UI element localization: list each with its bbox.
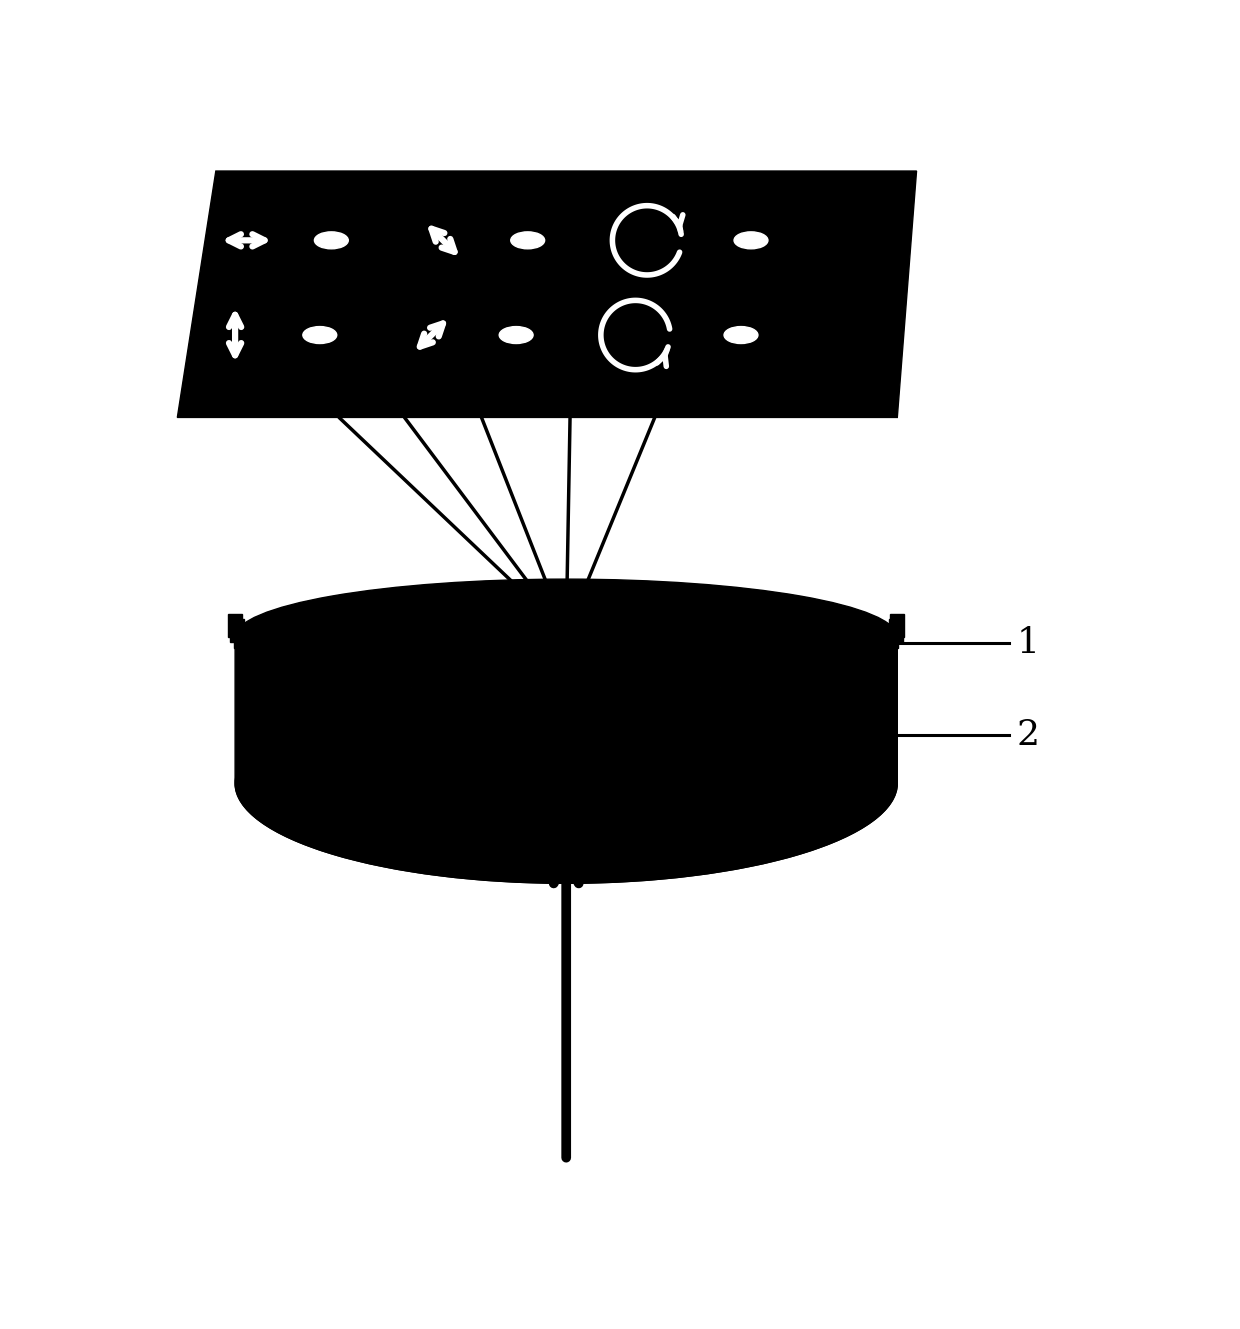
Bar bbox=[451, 668, 465, 691]
Bar bbox=[890, 614, 904, 637]
Bar bbox=[481, 670, 495, 692]
Ellipse shape bbox=[500, 327, 533, 343]
Bar bbox=[889, 619, 903, 642]
Bar bbox=[320, 654, 334, 676]
Bar bbox=[543, 671, 557, 695]
Bar bbox=[234, 625, 248, 647]
Ellipse shape bbox=[734, 231, 768, 249]
Bar bbox=[799, 654, 812, 676]
Bar bbox=[265, 641, 279, 663]
Ellipse shape bbox=[236, 683, 898, 884]
Ellipse shape bbox=[315, 231, 348, 249]
Bar bbox=[280, 645, 295, 668]
Ellipse shape bbox=[303, 327, 337, 343]
Bar bbox=[252, 635, 265, 658]
Bar bbox=[751, 661, 765, 684]
Bar bbox=[877, 630, 890, 653]
Bar bbox=[228, 614, 242, 637]
Bar bbox=[422, 666, 435, 690]
Bar bbox=[884, 625, 898, 647]
Ellipse shape bbox=[236, 579, 898, 695]
Bar bbox=[838, 645, 852, 668]
Bar bbox=[242, 630, 255, 653]
Bar bbox=[367, 661, 381, 684]
Bar bbox=[606, 671, 620, 694]
Text: 2: 2 bbox=[1017, 719, 1039, 752]
Polygon shape bbox=[177, 171, 916, 417]
Bar bbox=[867, 635, 880, 658]
Bar bbox=[229, 619, 243, 642]
Bar bbox=[725, 663, 739, 687]
Bar bbox=[342, 658, 356, 680]
Bar bbox=[299, 650, 312, 672]
Bar bbox=[394, 663, 408, 687]
Ellipse shape bbox=[511, 231, 544, 249]
Bar bbox=[637, 670, 651, 692]
Bar bbox=[512, 671, 526, 694]
Bar bbox=[667, 668, 682, 691]
Bar bbox=[820, 650, 833, 672]
Bar bbox=[697, 666, 711, 690]
Bar bbox=[853, 641, 868, 663]
Polygon shape bbox=[236, 637, 898, 884]
Bar bbox=[776, 658, 790, 680]
Text: 1: 1 bbox=[1017, 626, 1039, 661]
Bar bbox=[575, 671, 589, 695]
Ellipse shape bbox=[724, 327, 758, 343]
